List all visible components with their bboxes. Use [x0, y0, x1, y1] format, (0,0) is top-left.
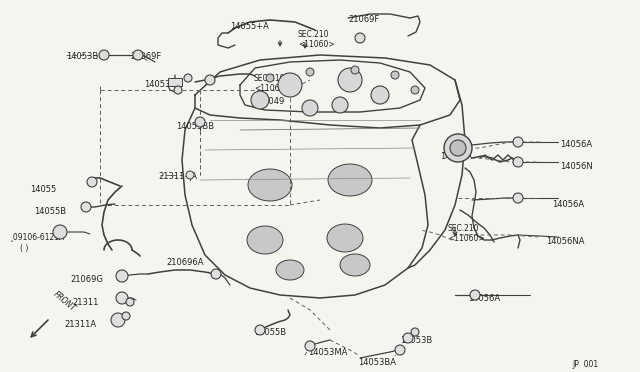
- Circle shape: [186, 171, 194, 179]
- Text: <11060>: <11060>: [298, 40, 335, 49]
- Text: SEC.210: SEC.210: [448, 224, 479, 233]
- Text: 21311: 21311: [72, 298, 99, 307]
- Text: 14055+A: 14055+A: [230, 22, 269, 31]
- Circle shape: [126, 298, 134, 306]
- Circle shape: [411, 328, 419, 336]
- Circle shape: [305, 341, 315, 351]
- Circle shape: [251, 91, 269, 109]
- Circle shape: [99, 50, 109, 60]
- Text: 14055B: 14055B: [254, 328, 286, 337]
- Text: 14053B①: 14053B①: [66, 52, 106, 61]
- Text: ¸09106-6121A: ¸09106-6121A: [10, 232, 65, 241]
- Circle shape: [184, 74, 192, 82]
- Text: 14056NA: 14056NA: [546, 237, 584, 246]
- Text: 14053BA: 14053BA: [358, 358, 396, 367]
- Circle shape: [513, 137, 523, 147]
- Text: 21069F: 21069F: [348, 15, 380, 24]
- Circle shape: [174, 86, 182, 94]
- Text: 14053M: 14053M: [144, 80, 178, 89]
- Ellipse shape: [340, 254, 370, 276]
- Circle shape: [513, 193, 523, 203]
- Text: 21069G: 21069G: [70, 275, 103, 284]
- Text: 14055: 14055: [30, 185, 56, 194]
- Circle shape: [444, 134, 472, 162]
- Text: <11060>: <11060>: [254, 84, 291, 93]
- Circle shape: [116, 270, 128, 282]
- Text: <11060>: <11060>: [448, 234, 484, 243]
- Circle shape: [395, 345, 405, 355]
- Circle shape: [211, 269, 221, 279]
- Text: 21311A: 21311A: [64, 320, 96, 329]
- Circle shape: [403, 333, 413, 343]
- Text: 21069F: 21069F: [130, 52, 161, 61]
- Circle shape: [302, 100, 318, 116]
- Circle shape: [470, 290, 480, 300]
- Circle shape: [355, 33, 365, 43]
- Circle shape: [116, 292, 128, 304]
- Text: JP  001: JP 001: [572, 360, 598, 369]
- Circle shape: [450, 140, 466, 156]
- Text: 21049: 21049: [258, 97, 284, 106]
- Circle shape: [338, 68, 362, 92]
- Ellipse shape: [327, 224, 363, 252]
- Circle shape: [391, 71, 399, 79]
- Text: SEC.210: SEC.210: [254, 74, 285, 83]
- Text: 14053BB: 14053BB: [176, 122, 214, 131]
- Text: ( ): ( ): [20, 244, 28, 253]
- Text: 14056A: 14056A: [560, 140, 592, 149]
- Circle shape: [87, 177, 97, 187]
- Text: 14056N: 14056N: [560, 162, 593, 171]
- Text: 14056A: 14056A: [552, 200, 584, 209]
- Text: FRONT: FRONT: [52, 289, 77, 313]
- Circle shape: [332, 97, 348, 113]
- Text: B: B: [58, 229, 62, 235]
- Circle shape: [133, 50, 143, 60]
- Circle shape: [195, 117, 205, 127]
- Circle shape: [513, 157, 523, 167]
- Circle shape: [411, 86, 419, 94]
- Ellipse shape: [247, 226, 283, 254]
- Circle shape: [255, 325, 265, 335]
- Ellipse shape: [276, 260, 304, 280]
- Bar: [168, 78, 182, 86]
- Text: 14055B: 14055B: [34, 207, 66, 216]
- Circle shape: [351, 66, 359, 74]
- Circle shape: [53, 225, 67, 239]
- Circle shape: [81, 202, 91, 212]
- Circle shape: [266, 74, 274, 82]
- Circle shape: [306, 68, 314, 76]
- Circle shape: [205, 75, 215, 85]
- Text: 210696A: 210696A: [166, 258, 204, 267]
- Text: 14056A: 14056A: [468, 294, 500, 303]
- Circle shape: [111, 313, 125, 327]
- Ellipse shape: [328, 164, 372, 196]
- Circle shape: [278, 73, 302, 97]
- Text: 21311+A: 21311+A: [158, 172, 197, 181]
- Circle shape: [122, 312, 130, 320]
- Ellipse shape: [248, 169, 292, 201]
- Text: SEC.210: SEC.210: [298, 30, 330, 39]
- Text: 14053B: 14053B: [400, 336, 432, 345]
- Text: 14053MA: 14053MA: [308, 348, 348, 357]
- Text: 14056A: 14056A: [440, 152, 472, 161]
- Circle shape: [371, 86, 389, 104]
